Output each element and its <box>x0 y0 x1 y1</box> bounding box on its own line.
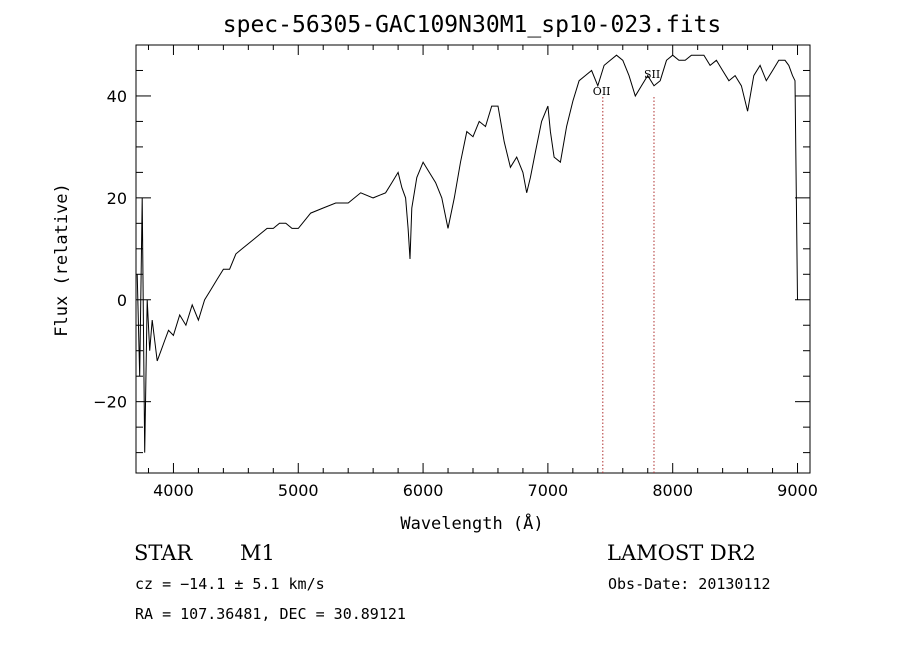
x-tick-label: 9000 <box>777 481 818 500</box>
y-axis-label: Flux (relative) <box>52 183 72 337</box>
y-tick-label: 20 <box>107 189 127 208</box>
object-subclass: M1 <box>240 541 275 565</box>
line-markers: OII SII <box>593 68 660 473</box>
x-axis-label: Wavelength (Å) <box>400 512 543 534</box>
y-tick-label: −20 <box>93 393 127 412</box>
x-tick-label: 6000 <box>403 481 444 500</box>
y-axis-ticks: −20 0 20 40 <box>93 44 810 454</box>
spectrum-line <box>136 54 798 453</box>
survey-name: LAMOST DR2 <box>607 541 756 565</box>
coordinates-readout: RA = 107.36481, DEC = 30.89121 <box>135 605 406 623</box>
y-tick-label: 0 <box>117 291 127 310</box>
x-tick-label: 7000 <box>528 481 569 500</box>
chart-title: spec-56305-GAC109N30M1_sp10-023.fits <box>223 12 722 38</box>
x-tick-label: 4000 <box>153 481 194 500</box>
obs-date: Obs-Date: 20130112 <box>608 575 771 593</box>
object-type: STAR <box>134 541 193 565</box>
x-tick-label: 8000 <box>652 481 693 500</box>
velocity-readout: cz = −14.1 ± 5.1 km/s <box>135 575 325 593</box>
y-tick-label: 40 <box>107 87 127 106</box>
x-tick-label: 5000 <box>278 481 319 500</box>
marker-label: OII <box>593 85 611 98</box>
plot-frame <box>135 44 811 474</box>
x-axis-ticks: 4000 5000 6000 7000 8000 9000 <box>147 45 818 500</box>
marker-label: SII <box>644 68 660 81</box>
